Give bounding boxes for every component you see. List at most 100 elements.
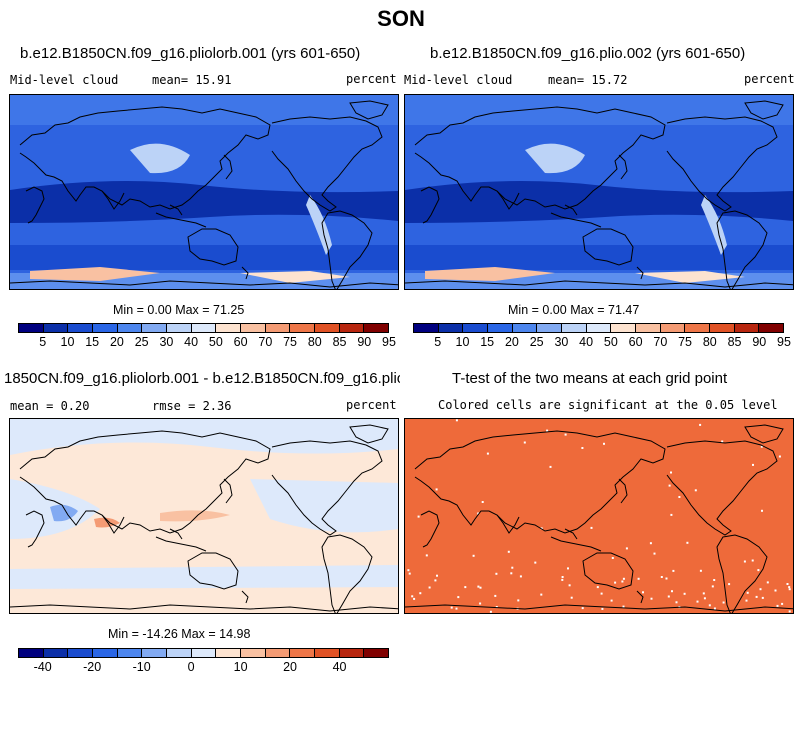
panel3-map xyxy=(9,418,399,614)
nonsignificant-cell xyxy=(788,610,791,613)
colorbar-segment xyxy=(265,649,291,657)
nonsignificant-cell xyxy=(672,569,675,572)
page-title: SON xyxy=(377,6,425,31)
colorbar-segment xyxy=(414,324,439,332)
panel1-colorbar xyxy=(18,323,389,333)
nonsignificant-cell xyxy=(434,579,437,582)
colorbar-tick-label: 40 xyxy=(579,335,594,349)
nonsignificant-cell xyxy=(596,586,599,589)
colorbar-tick-label: 75 xyxy=(678,335,693,349)
nonsignificant-cell xyxy=(622,577,625,580)
panel4-map-graphic xyxy=(405,419,793,613)
nonsignificant-cell xyxy=(534,561,537,564)
nonsignificant-cell xyxy=(601,607,604,610)
panel3-title: 1850CN.f09_g16.pliolorb.001 - b.e12.B185… xyxy=(4,370,400,387)
nonsignificant-cell xyxy=(776,604,779,607)
colorbar-tick-label: 15 xyxy=(480,335,495,349)
nonsignificant-cell xyxy=(590,526,593,529)
panel1-minmax: Min = 0.00 Max = 71.25 xyxy=(113,303,245,317)
nonsignificant-cell xyxy=(760,445,763,448)
colorbar-segment xyxy=(759,324,784,332)
colorbar-segment xyxy=(241,649,266,657)
colorbar-segment xyxy=(43,649,69,657)
colorbar-segment xyxy=(586,324,612,332)
colorbar-segment xyxy=(68,649,94,657)
colorbar-tick-label: 95 xyxy=(382,335,396,349)
panel3-map-graphic xyxy=(10,419,398,613)
nonsignificant-cell xyxy=(668,484,671,487)
nonsignificant-cell xyxy=(561,578,564,581)
colorbar-tick-label: 90 xyxy=(357,335,372,349)
colorbar-tick-label: -40 xyxy=(33,660,52,674)
nonsignificant-cell xyxy=(479,586,482,589)
panel3-minmax: Min = -14.26 Max = 14.98 xyxy=(108,627,251,641)
colorbar-tick-label: 10 xyxy=(233,660,248,674)
colorbar-segment xyxy=(438,324,464,332)
nonsignificant-cell xyxy=(564,433,567,436)
nonsignificant-cell xyxy=(411,595,414,598)
nonsignificant-cell xyxy=(494,594,497,597)
colorbar-segment xyxy=(290,324,316,332)
colorbar-segment xyxy=(216,649,242,657)
nonsignificant-cell xyxy=(649,542,652,545)
nonsignificant-cell xyxy=(523,441,526,444)
nonsignificant-cell xyxy=(517,599,520,602)
colorbar-segment xyxy=(537,324,563,332)
panel2-units: percent xyxy=(744,72,795,86)
nonsignificant-cell xyxy=(650,597,653,600)
nonsignificant-cell xyxy=(546,429,549,432)
nonsignificant-cell xyxy=(728,583,731,586)
nonsignificant-cell xyxy=(568,584,571,587)
nonsignificant-cell xyxy=(507,550,510,553)
colorbar-tick-label: 60 xyxy=(628,335,643,349)
panel1-map-graphic xyxy=(10,95,398,289)
colorbar-segment xyxy=(68,324,94,332)
colorbar-tick-label: 0 xyxy=(187,660,195,674)
nonsignificant-cell xyxy=(581,447,584,449)
colorbar-segment xyxy=(562,324,587,332)
nonsignificant-cell xyxy=(549,465,552,468)
nonsignificant-cell xyxy=(611,557,614,559)
nonsignificant-cell xyxy=(486,452,489,455)
colorbar-tick-label: 25 xyxy=(529,335,544,349)
nonsignificant-cell xyxy=(436,574,438,577)
nonsignificant-cell xyxy=(567,567,569,570)
panel4-subtitle: Colored cells are significant at the 0.0… xyxy=(438,398,778,412)
nonsignificant-cell xyxy=(435,488,438,491)
nonsignificant-cell xyxy=(540,593,543,596)
colorbar-tick-label: 70 xyxy=(258,335,273,349)
nonsignificant-cell xyxy=(711,585,714,588)
colorbar-segment xyxy=(463,324,489,332)
nonsignificant-cell xyxy=(703,597,706,600)
colorbar-tick-label: 85 xyxy=(332,335,347,349)
colorbar-segment xyxy=(315,649,340,657)
nonsignificant-cell xyxy=(413,597,416,600)
colorbar-tick-label: 50 xyxy=(603,335,618,349)
nonsignificant-cell xyxy=(481,501,484,503)
nonsignificant-cell xyxy=(702,592,705,595)
nonsignificant-cell xyxy=(603,442,605,445)
panel1-map xyxy=(9,94,399,290)
panel2-minmax: Min = 0.00 Max = 71.47 xyxy=(508,303,640,317)
nonsignificant-cell xyxy=(778,455,781,458)
panel2-colorbar xyxy=(413,323,784,333)
nonsignificant-cell xyxy=(671,590,673,593)
colorbar-tick-label: 10 xyxy=(455,335,470,349)
colorbar-segment xyxy=(117,649,143,657)
nonsignificant-cell xyxy=(570,596,573,599)
colorbar-segment xyxy=(364,649,389,657)
colorbar-tick-label: 75 xyxy=(283,335,298,349)
nonsignificant-cell xyxy=(479,602,482,605)
nonsignificant-cell xyxy=(419,592,422,595)
nonsignificant-cell xyxy=(713,579,716,581)
nonsignificant-cell xyxy=(660,576,663,578)
nonsignificant-cell xyxy=(694,489,697,492)
panel2-mean: mean= 15.72 xyxy=(548,73,628,87)
panel4-map xyxy=(404,418,794,614)
nonsignificant-cell xyxy=(699,423,702,426)
colorbar-segment xyxy=(265,324,291,332)
nonsignificant-cell xyxy=(455,419,458,422)
colorbar-tick-label: 80 xyxy=(702,335,717,349)
panel1-units: percent xyxy=(346,72,397,86)
nonsignificant-cell xyxy=(450,606,453,609)
